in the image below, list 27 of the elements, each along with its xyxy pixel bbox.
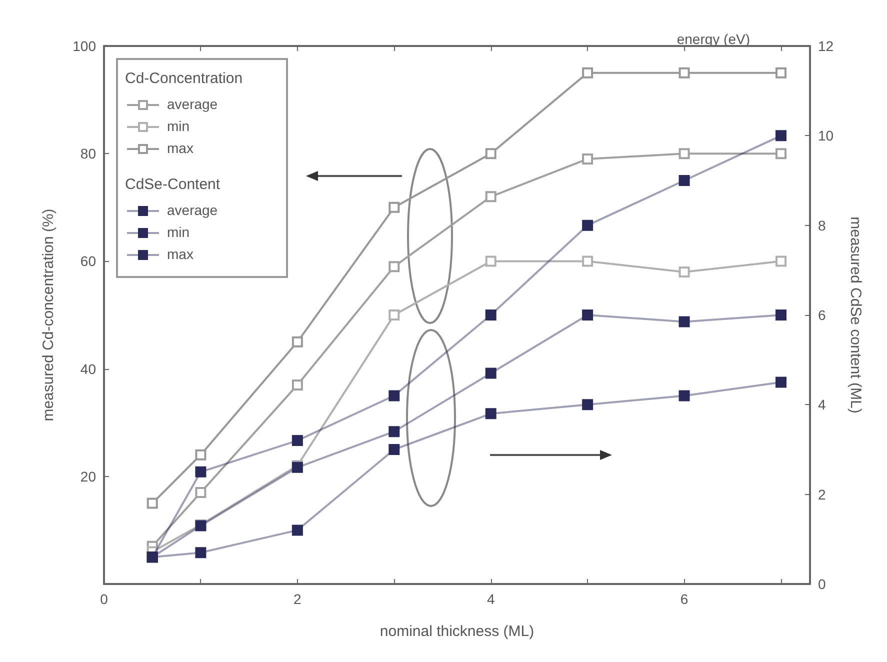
x-tick-label: 4	[486, 591, 495, 607]
y2-tick-label: 2	[818, 486, 826, 502]
y2-tick-label: 0	[818, 576, 826, 592]
y2-tick-label: 8	[818, 217, 826, 234]
text: Cd-Concentration	[125, 70, 243, 87]
y2-tick-label: 6	[818, 307, 826, 323]
y-tick-label: 20	[80, 468, 96, 484]
y-tick-label: 40	[80, 360, 96, 377]
legend-label: min	[167, 118, 190, 134]
y2-tick-label: 4	[818, 396, 826, 413]
y2-tick-label: 12	[818, 38, 834, 54]
text: CdSe-Content	[125, 176, 220, 193]
y-axis-title: measured Cd-concentration (%)	[40, 208, 57, 422]
x-tick-label: 2	[294, 591, 302, 607]
x-axis-title: nominal thickness (ML)	[380, 623, 534, 640]
x-tick-label: 0	[100, 591, 108, 607]
y-tick-label: 60	[80, 253, 96, 270]
legend-label: average	[167, 96, 218, 112]
y-tick-label: 80	[80, 146, 96, 162]
y-tick-label: 100	[72, 38, 96, 54]
x-tick-label: 6	[680, 591, 688, 607]
legend-label: min	[167, 224, 190, 240]
y2-tick-label: 10	[818, 128, 834, 144]
y2-axis-title: measured CdSe content (ML)	[847, 216, 864, 414]
legend-label: average	[167, 202, 218, 218]
legend-label: max	[167, 246, 194, 262]
legend-label: max	[167, 140, 194, 156]
